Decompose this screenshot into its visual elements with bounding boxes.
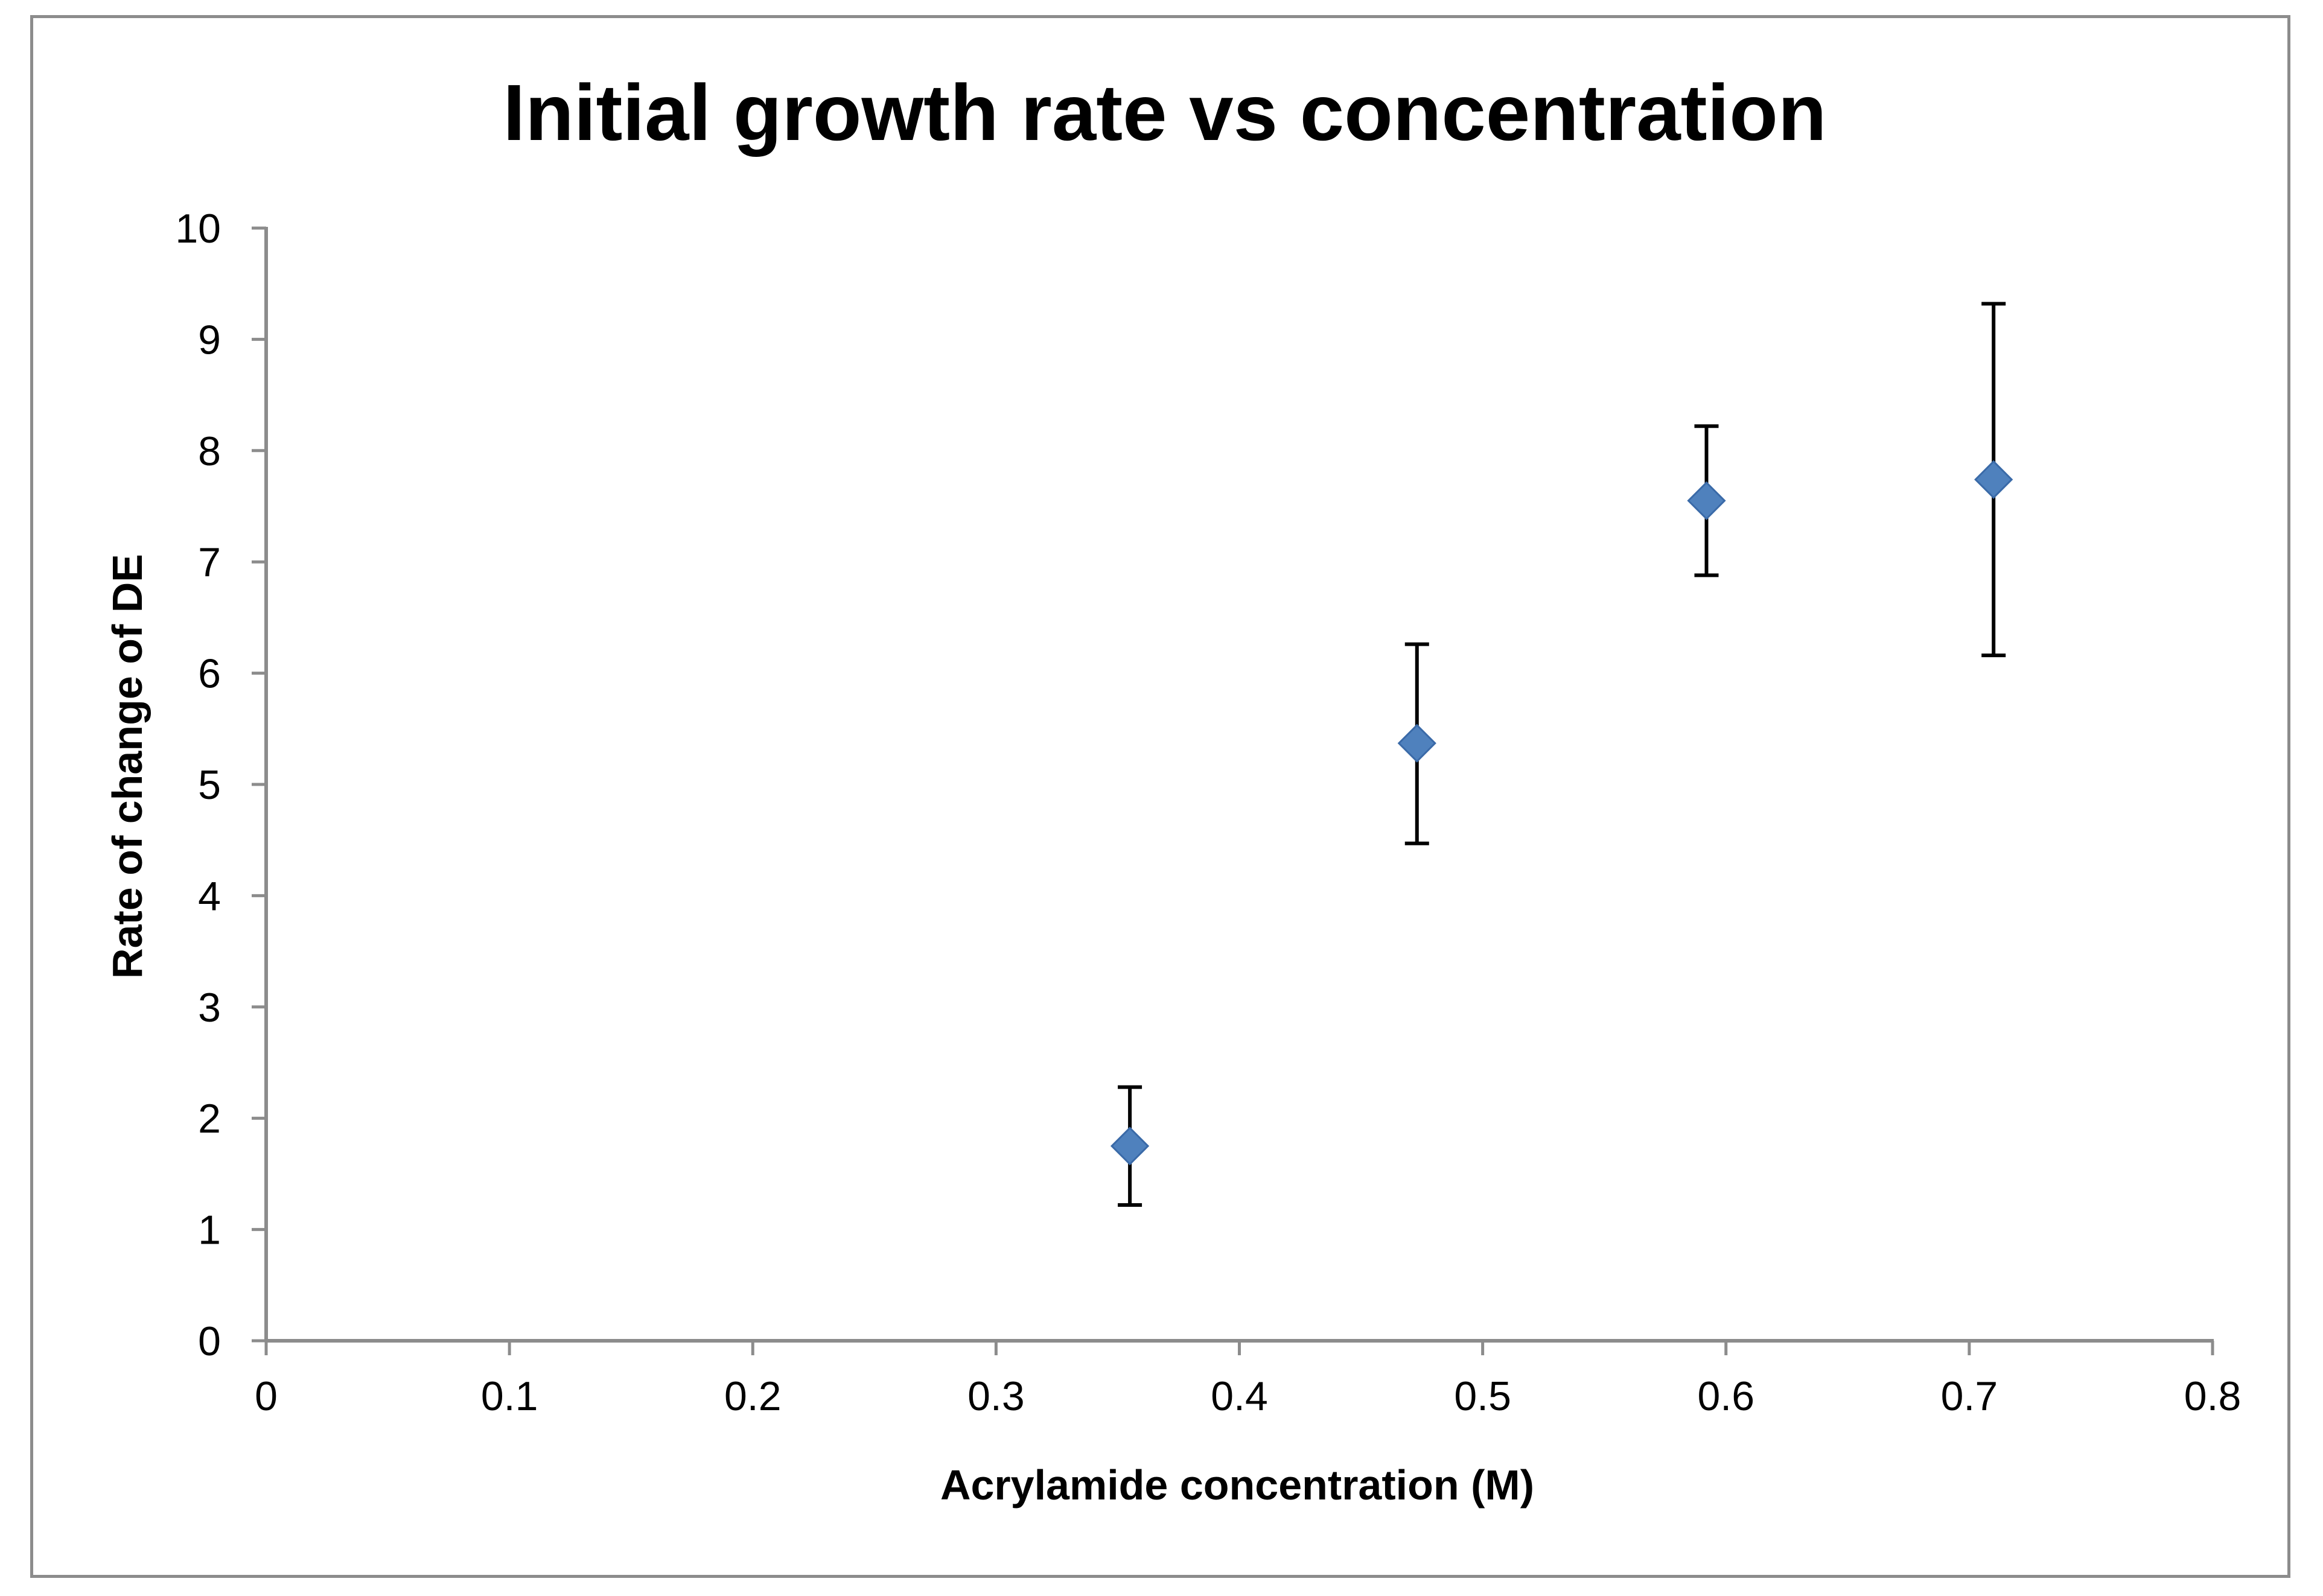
y-tick-label: 10 [175,206,221,252]
x-tick-label: 0.7 [1941,1373,1998,1419]
y-tick-label: 8 [198,428,221,474]
y-tick-label: 7 [198,539,221,585]
error-bars [1118,302,2006,1207]
data-points [1110,460,2013,1166]
y-tick-label: 2 [198,1096,221,1142]
x-tick-label: 0 [255,1373,278,1419]
data-point-diamond [1687,481,1726,520]
y-axis-ticks: 0 1 2 3 4 5 6 7 8 9 10 [175,206,266,1364]
y-tick-label: 3 [198,985,221,1031]
y-tick-label: 1 [198,1207,221,1253]
x-tick-label: 0.8 [2184,1373,2242,1419]
y-tick-label: 9 [198,317,221,363]
x-tick-label: 0.1 [481,1373,538,1419]
chart-frame [30,15,2290,1578]
axes [264,227,2214,1343]
y-axis-title: Rate of change of DE [104,554,151,979]
x-tick-label: 0.4 [1211,1373,1268,1419]
y-tick-label: 6 [198,651,221,697]
data-point-diamond [1974,460,2013,499]
y-tick-label: 0 [198,1318,221,1364]
x-axis-title: Acrylamide concentration (M) [940,1461,1534,1509]
x-tick-label: 0.2 [724,1373,782,1419]
x-tick-label: 0.6 [1697,1373,1754,1419]
data-point-diamond [1110,1127,1150,1166]
y-tick-label: 5 [198,762,221,808]
x-tick-label: 0.3 [967,1373,1025,1419]
x-tick-label: 0.5 [1454,1373,1511,1419]
x-axis-ticks: 0 0.1 0.2 0.3 0.4 0.5 0.6 0.7 0.8 [255,1341,2241,1419]
data-point-diamond [1397,723,1436,763]
chart-title: Initial growth rate vs concentration [503,68,1826,157]
y-tick-label: 4 [198,873,221,919]
